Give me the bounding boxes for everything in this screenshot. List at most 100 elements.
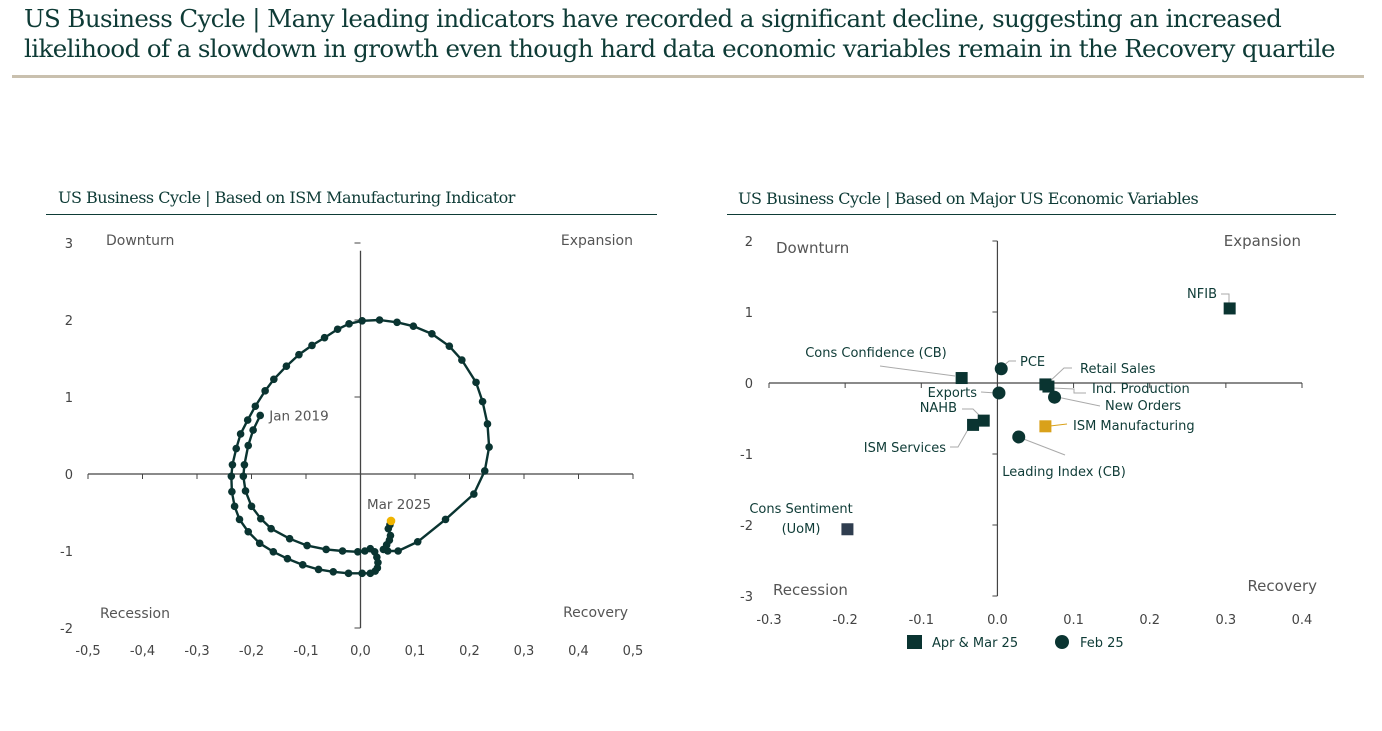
quadrant-label-recession: Recession — [100, 606, 170, 622]
data-point — [243, 416, 252, 424]
quadrant-label-downturn: Downturn — [106, 233, 174, 249]
data-point — [256, 514, 265, 523]
data-point — [235, 515, 244, 524]
data-point — [244, 441, 253, 450]
x-tick-label: -0,4 — [130, 644, 155, 659]
quadrant-label-recovery: Recovery — [1247, 577, 1317, 595]
data-point — [428, 330, 436, 338]
x-tick-label: 0.0 — [987, 613, 1008, 628]
data-point — [228, 460, 237, 469]
left-chart-y-ticks: 3 2 1 0 -1 -2 — [60, 237, 73, 637]
x-tick-label: -0,2 — [239, 644, 264, 659]
left-chart: 3 2 1 0 -1 -2 -0,5 -0,4 -0,3 -0,2 -0,1 0,0 0,1 0,2 0,… — [60, 233, 643, 659]
data-point — [409, 322, 418, 330]
data-point — [240, 460, 249, 469]
data-point — [251, 402, 260, 411]
point-label-ism-services: ISM Services — [864, 441, 946, 456]
legend-label-feb-25: Feb 25 — [1080, 636, 1124, 651]
right-chart-title: US Business Cycle | Based on Major US Ec… — [738, 189, 1199, 208]
data-point — [308, 341, 316, 350]
marker-cons-sentiment-uom — [841, 523, 854, 536]
data-point — [480, 467, 489, 475]
y-tick-label: 1 — [65, 391, 73, 406]
x-tick-label: -0,3 — [184, 644, 209, 659]
x-tick-label: 0.2 — [1139, 613, 1160, 628]
data-point — [329, 567, 338, 576]
quadrant-label-expansion: Expansion — [1224, 232, 1301, 250]
data-point — [386, 531, 395, 540]
leader-line-cons-confidence-cb — [879, 365, 956, 377]
annotation-mar-2025: Mar 2025 — [367, 497, 431, 513]
data-point — [445, 342, 454, 350]
x-tick-label: 0,5 — [623, 644, 644, 659]
data-point — [338, 547, 347, 555]
legend-label-apr-mar-25: Apr & Mar 25 — [932, 636, 1018, 651]
x-tick-label: 0,0 — [350, 644, 371, 659]
data-point — [227, 472, 236, 481]
point-label-new-orders: New Orders — [1105, 399, 1181, 414]
data-point — [458, 356, 466, 364]
leader-line-new-orders — [1056, 396, 1101, 407]
x-tick-label: -0.3 — [756, 613, 781, 628]
marker-pce — [994, 362, 1008, 376]
point-label-exports: Exports — [928, 386, 978, 401]
data-point — [322, 545, 330, 554]
right-chart-axes — [768, 240, 1303, 597]
data-point — [413, 537, 422, 546]
x-tick-label: 0,4 — [568, 644, 589, 659]
marker-leading-index-cb — [1012, 430, 1026, 444]
data-point — [353, 547, 362, 556]
title-divider — [12, 75, 1364, 78]
data-point — [320, 333, 329, 342]
data-point — [358, 569, 366, 578]
data-point — [270, 375, 278, 384]
marker-new-orders — [1048, 390, 1062, 404]
marker-ism-services — [967, 418, 980, 431]
data-point — [236, 430, 245, 438]
y-tick-label: 1 — [745, 306, 753, 321]
y-tick-label: -3 — [740, 590, 753, 605]
leader-line-leading-index-cb — [1020, 437, 1066, 456]
right-chart-legend: Apr & Mar 25 Feb 25 — [907, 635, 1124, 651]
marker-nahb — [977, 414, 990, 427]
data-point — [394, 547, 402, 555]
right-chart-point-labels: NFIB Cons Confidence (CB) Retail Sales Ind.… — [749, 287, 1217, 537]
left-chart-title: US Business Cycle | Based on ISM Manufac… — [58, 188, 515, 207]
data-point — [282, 362, 291, 371]
point-label-cons-sentiment-uom: Cons Sentiment — [749, 502, 852, 517]
data-point — [333, 325, 342, 334]
right-chart-title-rule — [727, 214, 1336, 215]
data-point — [441, 515, 450, 524]
y-tick-label: 0 — [745, 377, 753, 392]
marker-exports — [992, 386, 1006, 400]
annotation-jan-2019: Jan 2019 — [268, 408, 328, 424]
legend-square-marker — [907, 635, 922, 649]
data-point — [232, 444, 241, 453]
point-label-cons-sentiment-uom-suffix: (UoM) — [782, 522, 821, 537]
x-tick-label: -0,5 — [75, 644, 100, 659]
data-point — [241, 487, 250, 495]
point-label-cons-confidence-cb: Cons Confidence (CB) — [805, 346, 947, 361]
x-tick-label: -0.2 — [832, 613, 857, 628]
y-tick-label: 0 — [65, 468, 73, 483]
data-point — [267, 524, 275, 533]
data-point — [345, 320, 353, 328]
quadrant-label-recovery: Recovery — [563, 605, 628, 621]
data-point — [283, 554, 292, 563]
data-point — [230, 502, 239, 511]
data-point — [375, 316, 384, 324]
x-tick-label: -0,1 — [293, 644, 318, 659]
left-chart-x-ticks: -0,5 -0,4 -0,3 -0,2 -0,1 0,0 0,1 0,2 0,3 0,4 0,5 — [75, 644, 643, 659]
data-point — [472, 378, 480, 387]
x-tick-label: 0,1 — [405, 644, 426, 659]
quadrant-label-downturn: Downturn — [776, 239, 849, 257]
point-label-nahb: NAHB — [920, 401, 957, 416]
y-tick-label: -1 — [60, 545, 73, 560]
marker-nfib — [1223, 302, 1236, 315]
data-point — [314, 565, 323, 574]
y-tick-label: 2 — [65, 314, 73, 329]
x-tick-label: -0.1 — [909, 613, 934, 628]
point-label-nfib: NFIB — [1187, 287, 1217, 302]
data-point — [470, 490, 478, 498]
